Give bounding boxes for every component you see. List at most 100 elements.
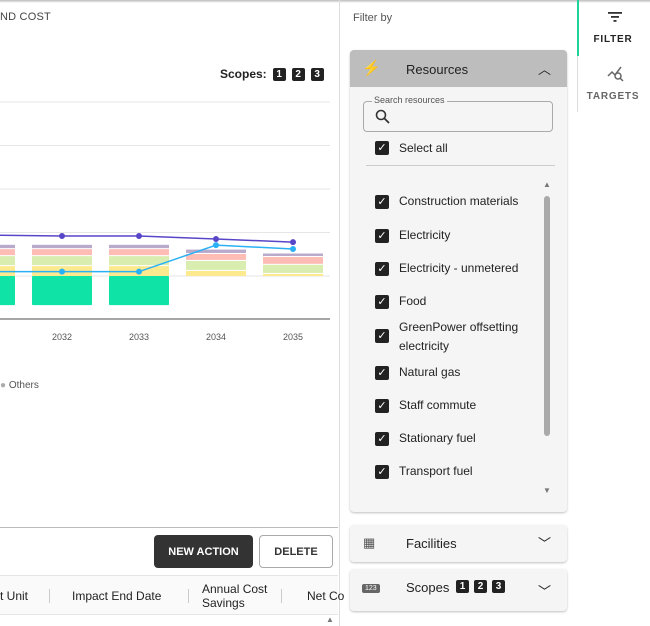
- bar-purple: [0, 244, 15, 249]
- resource-checkbox[interactable]: ✓: [375, 465, 389, 479]
- resources-icon: ⚡: [362, 60, 381, 77]
- filter-by-label: Filter by: [353, 12, 393, 24]
- resource-checkbox[interactable]: ✓: [375, 432, 389, 446]
- select-all-checkbox[interactable]: ✓: [375, 141, 389, 155]
- resource-item-label[interactable]: Transport fuel: [399, 464, 473, 478]
- line-point: [59, 268, 65, 275]
- search-icon: [375, 109, 390, 124]
- column-annual-cost-savings[interactable]: Annual Cost Savings: [202, 582, 268, 610]
- scope-1-badge: 1: [456, 580, 469, 593]
- divider: [0, 527, 338, 528]
- bar-green: [0, 276, 15, 306]
- x-tick-label: 2032: [52, 332, 72, 342]
- resource-item-label[interactable]: Stationary fuel: [399, 431, 476, 445]
- chart-title: ND COST: [0, 11, 51, 23]
- bar-yellow: [263, 273, 323, 276]
- search-resources-input[interactable]: Search resources: [363, 95, 553, 132]
- resources-accordion: ⚡ Resources ︿ Search resources ✓ Select …: [350, 50, 567, 512]
- resource-checkbox[interactable]: ✓: [375, 229, 389, 243]
- bar-purple: [109, 244, 169, 249]
- bar-purple: [32, 244, 92, 249]
- bar-pink: [0, 249, 15, 256]
- column-unit[interactable]: t Unit: [0, 589, 29, 603]
- resource-item-label[interactable]: Electricity - unmetered: [399, 261, 519, 275]
- new-action-button[interactable]: NEW ACTION: [154, 535, 253, 568]
- resource-checkbox[interactable]: ✓: [375, 295, 389, 309]
- scopes-label: Scopes:: [220, 67, 267, 81]
- bar-yellow: [186, 270, 246, 276]
- resource-item-label[interactable]: Electricity: [399, 228, 451, 242]
- resource-item-label[interactable]: Food: [399, 294, 427, 308]
- filter-tab-label: FILTER: [593, 34, 633, 45]
- x-tick-label: 2033: [129, 332, 149, 342]
- scope-2-badge: 2: [474, 580, 487, 593]
- scroll-up-icon[interactable]: ▲: [326, 615, 334, 624]
- chart-panel: ND COST Scopes: 1 2 3 2032 2033 2034 2035 ●…: [0, 0, 344, 626]
- line-point: [136, 268, 142, 275]
- column-net-cost[interactable]: Net Co: [307, 589, 345, 603]
- scope-2-badge[interactable]: 2: [291, 67, 305, 81]
- bar-green: [32, 276, 92, 306]
- scopes-label: Scopes: [406, 580, 450, 595]
- x-tick-label: 2035: [283, 332, 303, 342]
- resource-checkbox[interactable]: ✓: [375, 262, 389, 276]
- scope-3-badge: 3: [492, 580, 505, 593]
- scopes-icon: 123: [362, 584, 380, 593]
- bar-light-green: [32, 256, 92, 266]
- bar-light-green: [263, 264, 323, 273]
- targets-tab-label: TARGETS: [586, 91, 640, 102]
- bar-pink: [186, 253, 246, 260]
- resource-item-label[interactable]: Staff commute: [399, 398, 477, 412]
- facilities-label: Facilities: [406, 536, 457, 551]
- line-point: [290, 239, 296, 246]
- resource-checkbox[interactable]: ✓: [375, 366, 389, 380]
- scope-3-badge[interactable]: 3: [310, 67, 324, 81]
- x-tick-label: 2034: [206, 332, 226, 342]
- scopes-legend: Scopes: 1 2 3: [220, 67, 324, 81]
- bar-purple: [186, 249, 246, 253]
- scopes-accordion[interactable]: 123 Scopes 1 2 3 ﹀: [350, 569, 567, 611]
- line-point: [59, 232, 65, 239]
- bar-purple: [263, 253, 323, 256]
- bar-pink: [109, 249, 169, 256]
- scrollbar[interactable]: ▲ ▼: [543, 180, 551, 495]
- resources-label: Resources: [406, 62, 469, 77]
- select-all-label[interactable]: Select all: [399, 141, 448, 155]
- resource-item-label[interactable]: Natural gas: [399, 365, 461, 379]
- resource-checkbox[interactable]: ✓: [375, 329, 389, 343]
- line-series: [0, 234, 294, 243]
- scrollbar-thumb[interactable]: [544, 196, 550, 436]
- resource-checkbox[interactable]: ✓: [375, 195, 389, 209]
- chevron-down-icon[interactable]: ﹀: [538, 584, 552, 599]
- resource-item-label[interactable]: GreenPower offsetting electricity: [399, 320, 519, 353]
- scope-1-badge[interactable]: 1: [272, 67, 286, 81]
- line-point: [213, 236, 219, 243]
- facilities-accordion[interactable]: ▦ Facilities ﹀: [350, 525, 567, 562]
- chevron-down-icon[interactable]: ﹀: [538, 536, 552, 551]
- bar-pink: [32, 249, 92, 256]
- bar-light-green: [109, 256, 169, 266]
- side-nav: FILTER TARGETS: [576, 0, 650, 626]
- targets-icon: [607, 66, 624, 82]
- bar-pink: [263, 256, 323, 264]
- chevron-up-icon[interactable]: ︿: [538, 62, 552, 77]
- resource-item-label[interactable]: Construction materials: [399, 194, 519, 208]
- resource-checkbox[interactable]: ✓: [375, 399, 389, 413]
- table-header: t Unit Impact End Date Annual Cost Savin…: [0, 575, 344, 615]
- filter-icon: [608, 12, 622, 22]
- emissions-chart: 2032 2033 2034 2035: [0, 101, 330, 342]
- resources-header[interactable]: ⚡ Resources ︿: [350, 50, 567, 87]
- filter-tab[interactable]: FILTER: [576, 0, 650, 56]
- line-point: [213, 242, 219, 249]
- column-impact-end-date[interactable]: Impact End Date: [72, 589, 162, 603]
- search-resources-label: Search resources: [372, 95, 447, 105]
- targets-tab[interactable]: TARGETS: [576, 56, 650, 112]
- bar-light-green: [186, 260, 246, 270]
- delete-button[interactable]: DELETE: [259, 535, 333, 568]
- bar-green: [109, 276, 169, 306]
- line-point: [290, 246, 296, 253]
- legend-others-label: Others: [8, 380, 39, 391]
- bar-light-green: [0, 256, 15, 266]
- legend-others[interactable]: ● Others: [0, 380, 39, 391]
- line-point: [136, 232, 142, 239]
